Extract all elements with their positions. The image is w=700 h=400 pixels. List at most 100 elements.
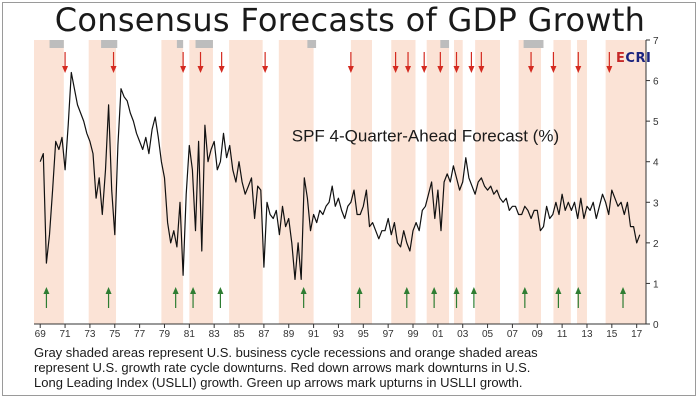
recession-marker-7 — [523, 40, 544, 48]
x-tick-label-79: 79 — [159, 329, 171, 340]
down-arrow-3 — [180, 52, 187, 73]
down-arrow-4 — [197, 52, 204, 73]
up-arrow-6 — [300, 287, 307, 308]
x-tick-label-15: 15 — [606, 329, 618, 340]
x-tick-label-07: 07 — [507, 329, 519, 340]
x-tick-label-75: 75 — [109, 329, 121, 340]
arrow-head — [110, 66, 117, 73]
arrow-head — [478, 66, 485, 73]
arrow-head — [190, 287, 197, 294]
x-tick-label-83: 83 — [209, 329, 221, 340]
y-tick-label-2: 2 — [653, 239, 659, 250]
logo-letter: C — [625, 51, 635, 66]
x-tick-label-95: 95 — [358, 329, 370, 340]
downturn-band-11 — [475, 40, 500, 324]
logo-letter: E — [616, 51, 625, 66]
recession-marker-6 — [440, 40, 450, 48]
x-tick-label-81: 81 — [184, 329, 196, 340]
down-arrow-8 — [392, 52, 399, 73]
x-tick-label-85: 85 — [233, 329, 245, 340]
y-tick-label-5: 5 — [653, 117, 659, 128]
x-tick-label-09: 09 — [532, 329, 544, 340]
arrow-head — [470, 287, 477, 294]
x-tick-label-11: 11 — [557, 329, 568, 340]
arrow-head — [453, 66, 460, 73]
down-arrow-12 — [453, 52, 460, 73]
downturn-band-5 — [229, 40, 263, 324]
y-tick-label-1: 1 — [653, 279, 659, 290]
arrow-head — [431, 287, 438, 294]
arrow-head — [356, 287, 363, 294]
up-arrow-7 — [356, 287, 363, 308]
down-arrow-15 — [528, 52, 535, 73]
up-arrow-2 — [105, 287, 112, 308]
downturn-band-13 — [553, 40, 571, 324]
logo-letter: R — [635, 51, 646, 66]
arrow-head — [197, 66, 204, 73]
arrow-head — [403, 287, 410, 294]
arrow-head — [550, 66, 557, 73]
downturn-band-14 — [577, 40, 587, 324]
down-arrow-10 — [421, 52, 428, 73]
arrow-head — [405, 66, 412, 73]
arrow-head — [555, 287, 562, 294]
x-tick-label-73: 73 — [84, 329, 96, 340]
arrow-head — [575, 287, 582, 294]
figure-frame — [2, 2, 696, 396]
arrow-head — [521, 287, 528, 294]
recession-marker-4 — [195, 40, 213, 48]
x-tick-label-71: 71 — [60, 329, 72, 340]
down-arrow-7 — [347, 52, 354, 73]
x-tick-label-13: 13 — [581, 329, 593, 340]
down-arrow-17 — [575, 52, 582, 73]
arrow-head — [180, 66, 187, 73]
y-tick-label-0: 0 — [653, 320, 659, 331]
down-arrow-9 — [405, 52, 412, 73]
x-tick-label-89: 89 — [283, 329, 295, 340]
x-tick-label-17: 17 — [631, 329, 643, 340]
downturn-band-7 — [350, 40, 372, 324]
recession-bands — [49, 40, 544, 48]
arrow-head — [606, 66, 613, 73]
up-arrow-3 — [172, 287, 179, 308]
series-line — [39, 71, 641, 280]
up-arrow-4 — [190, 287, 197, 308]
downturn-band-12 — [518, 40, 541, 324]
y-tick-label-6: 6 — [653, 77, 659, 88]
arrow-head — [620, 287, 627, 294]
x-tick-label-97: 97 — [383, 329, 395, 340]
x-tick-label-77: 77 — [134, 329, 146, 340]
up-arrow-8 — [403, 287, 410, 308]
y-tick-label-7: 7 — [653, 36, 659, 47]
series-annotation: SPF 4-Quarter-Ahead Forecast (%) — [292, 126, 559, 145]
caption-line-1: Gray shaded areas represent U.S. busines… — [34, 345, 538, 360]
down-arrow-2 — [110, 52, 117, 73]
downturn-band-10 — [454, 40, 463, 324]
recession-marker-2 — [101, 40, 118, 48]
arrow-head — [468, 66, 475, 73]
up-arrow-15 — [620, 287, 627, 308]
arrow-head — [262, 66, 269, 73]
down-arrow-13 — [468, 52, 475, 73]
recession-marker-3 — [176, 40, 184, 48]
caption-line-2: represent U.S. growth rate cycle downtur… — [34, 360, 531, 375]
downturn-bands — [34, 40, 646, 324]
arrow-head — [453, 287, 460, 294]
downturn-band-9 — [426, 40, 450, 324]
arrow-head — [43, 287, 50, 294]
down-arrow-1 — [62, 52, 69, 73]
downturn-band-6 — [278, 40, 314, 324]
arrow-head — [218, 66, 225, 73]
up-arrow-13 — [555, 287, 562, 308]
x-tick-label-01: 01 — [432, 329, 444, 340]
arrow-head — [528, 66, 535, 73]
downturn-band-1 — [34, 40, 64, 324]
logo-letter: I — [646, 51, 651, 66]
downturn-band-4 — [189, 40, 213, 324]
arrow-markers — [43, 52, 627, 308]
down-arrow-14 — [478, 52, 485, 73]
downturn-band-3 — [161, 40, 184, 324]
arrow-head — [217, 287, 224, 294]
x-tick-label-87: 87 — [258, 329, 270, 340]
